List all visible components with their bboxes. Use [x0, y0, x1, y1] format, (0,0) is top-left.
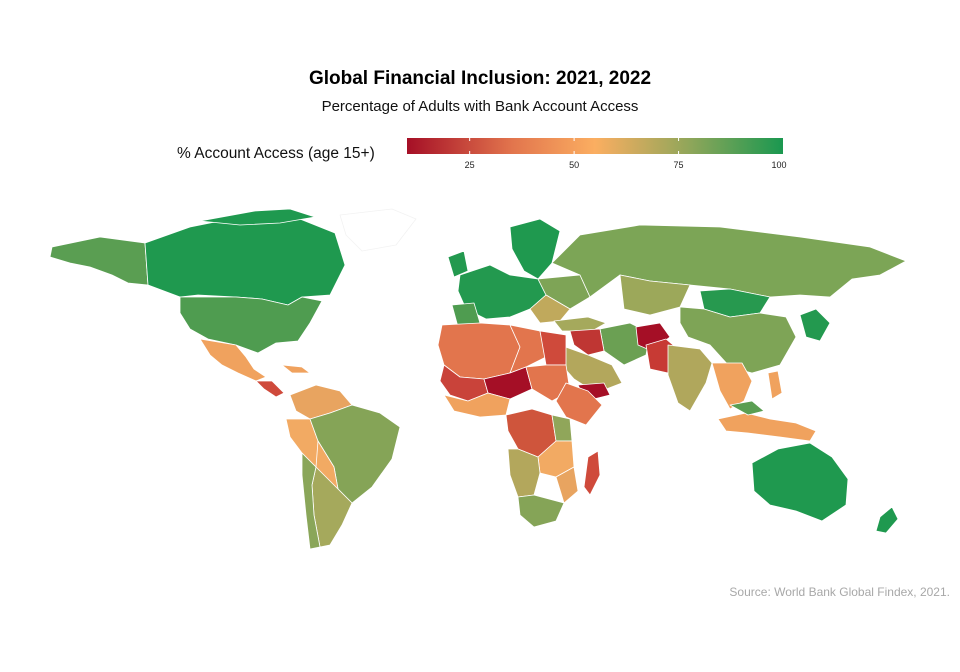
region-greenland	[339, 208, 417, 252]
region-usa	[179, 296, 323, 354]
region-madagascar	[583, 450, 601, 496]
region-south-africa	[517, 494, 565, 528]
region-indonesia	[717, 412, 817, 442]
legend-tick-label: 50	[569, 160, 580, 170]
world-map	[49, 208, 907, 550]
region-west-africa	[443, 392, 511, 418]
map-title: Global Financial Inclusion: 2021, 2022	[308, 68, 652, 89]
region-philippines	[767, 370, 783, 400]
region-turkey	[553, 316, 607, 332]
region-canada	[144, 214, 346, 306]
region-scandinavia	[509, 218, 561, 280]
region-egypt	[539, 330, 567, 366]
region-alaska	[49, 236, 149, 286]
region-balkans	[529, 294, 571, 324]
region-mexico	[199, 338, 267, 382]
region-new-zealand	[875, 506, 899, 534]
region-arctic-islands	[199, 208, 316, 226]
region-central-america	[255, 380, 285, 398]
region-india	[667, 344, 713, 412]
region-russia	[551, 224, 907, 298]
region-kenya-east	[551, 414, 573, 442]
legend-tick-label: 25	[464, 160, 475, 170]
legend-tick-label: 100	[771, 160, 787, 170]
legend-title: % Account Access (age 15+)	[177, 145, 375, 162]
region-korea-japan	[799, 308, 831, 342]
source-caption: Source: World Bank Global Findex, 2021.	[729, 585, 950, 599]
legend-tick-label: 75	[673, 160, 684, 170]
map-subtitle: Percentage of Adults with Bank Account A…	[321, 98, 639, 115]
region-australia	[751, 442, 849, 522]
region-caribbean	[281, 364, 311, 374]
region-mozambique	[555, 466, 579, 504]
region-china	[679, 306, 797, 374]
region-chile	[301, 452, 321, 550]
region-iraq-syria	[569, 328, 605, 356]
region-ethiopia-somalia	[555, 382, 603, 426]
region-southeast-asia	[711, 362, 753, 410]
region-uk-ireland	[447, 250, 469, 278]
region-malaysia	[729, 400, 765, 416]
legend-tick-row: 25 50 75 100	[407, 154, 787, 176]
legend-colorbar	[407, 138, 783, 154]
region-eastern-europe	[537, 274, 591, 310]
region-angola-namibia	[507, 448, 541, 498]
